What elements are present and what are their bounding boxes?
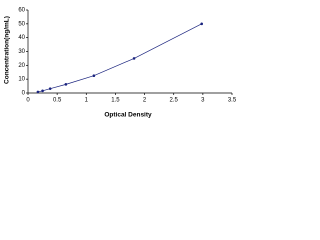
y-tick-label: 50 — [18, 21, 25, 27]
y-tick-label: 60 — [18, 8, 25, 14]
x-tick-label: 2 — [143, 98, 147, 104]
data-point — [41, 89, 44, 93]
x-tick-label: 1 — [85, 98, 89, 104]
y-tick-label: 20 — [18, 63, 25, 69]
data-point — [200, 22, 203, 26]
x-tick-label: 1.5 — [111, 98, 120, 104]
x-tick-label: 0 — [26, 98, 30, 104]
data-point — [132, 57, 136, 60]
x-axis-title: Optical Density — [104, 112, 152, 119]
chart: Optical Density Concentration(ng/mL) 010… — [4, 8, 237, 119]
data-point — [64, 83, 68, 86]
y-tick-label: 40 — [18, 35, 25, 41]
fit-curve — [37, 23, 202, 93]
y-tick-label: 10 — [18, 77, 25, 83]
x-tick-label: 3.5 — [228, 98, 237, 104]
data-point — [48, 87, 52, 90]
x-tick-label: 3 — [201, 98, 205, 104]
y-axis-title: Concentration(ng/mL) — [4, 16, 11, 84]
y-tick-label: 0 — [22, 91, 26, 97]
x-tick-label: 0.5 — [53, 98, 62, 104]
x-tick-label: 2.5 — [170, 98, 179, 104]
data-point — [92, 74, 96, 78]
data-point — [36, 90, 40, 94]
y-tick-label: 30 — [18, 49, 25, 55]
